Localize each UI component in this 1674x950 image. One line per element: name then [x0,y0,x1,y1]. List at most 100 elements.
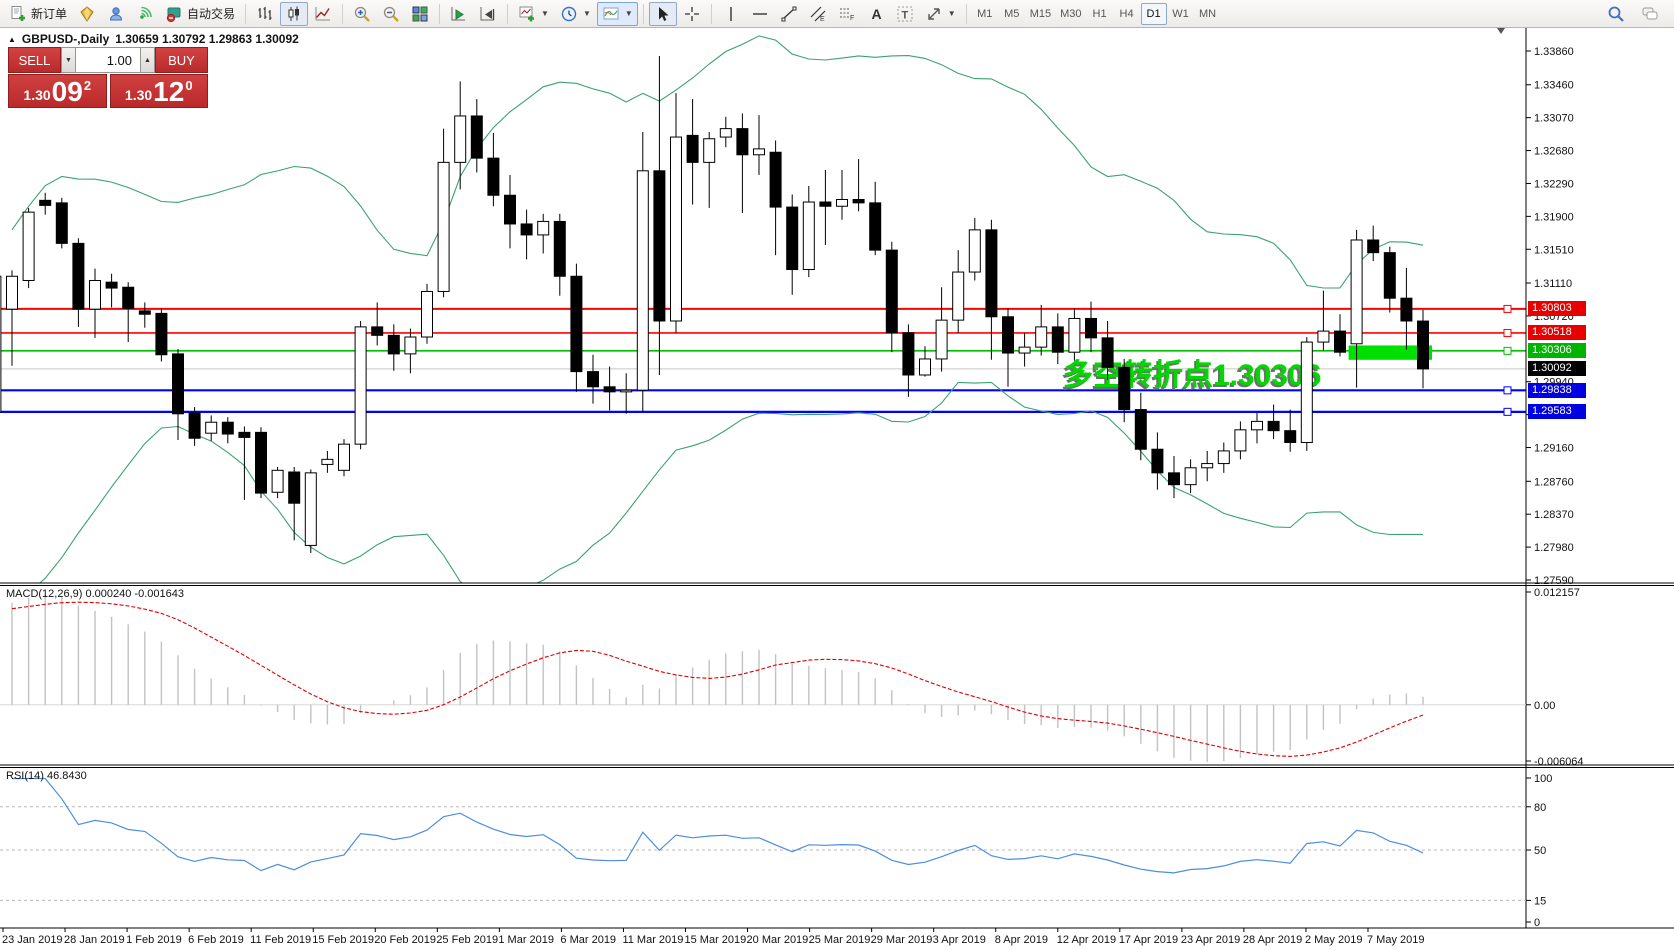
candle-body [72,242,85,310]
candle-body [354,326,367,445]
green-highlight-box[interactable] [1348,345,1432,360]
candle-chart-button[interactable] [280,1,309,26]
annotation-text[interactable]: 多空转折点1.30306 多空转折点1.30306 [1061,359,1321,394]
axis-tick-label: 1.27980 [1534,542,1574,554]
trendline-button[interactable] [775,2,803,26]
candle-body [404,336,417,355]
candles-icon [288,6,300,21]
panel-separators[interactable] [0,28,1674,929]
volume-increase-button[interactable]: ▲ [140,47,155,73]
buy-button[interactable]: BUY [155,47,208,73]
timeframe-mn-button[interactable]: MN [1198,7,1217,20]
text-label-button[interactable]: T [891,2,919,26]
arrows-icon [928,7,940,20]
timeframe-m1-button[interactable]: M1 [977,7,993,20]
candle-body [387,334,400,355]
bollinger-upper-band [11,35,1424,289]
text-button[interactable]: A [862,2,890,26]
candle-body [703,138,716,163]
candle-body [205,421,218,434]
price-axis[interactable]: 1.33860 1.33460 1.33070 1.32680 1.32290 1.319… [1526,46,1584,929]
zoom-in-button[interactable] [348,2,376,26]
dropdown-caret-icon: ▼ [541,9,549,18]
chart-title: ▲ GBPUSD-,Daily 1.30659 1.30792 1.29863 … [8,32,299,46]
timeframe-m5-button[interactable]: M5 [1004,7,1020,20]
horizontal-line-button[interactable] [746,2,774,26]
candle-body [587,371,599,388]
auto-scroll-button[interactable] [445,2,473,26]
equidistant-channel-button[interactable]: E [804,2,832,26]
drawn-objects[interactable] [0,304,1526,416]
candle-body [1383,252,1396,299]
toolbar-separator [965,3,967,24]
sell-price-display[interactable]: 1.30 09 2 [8,74,107,108]
sell-button[interactable]: SELL [8,47,61,73]
templates-button[interactable]: ▼ [596,1,638,26]
bar-chart-button[interactable] [251,2,279,26]
axis-tick-label: 1.31510 [1534,244,1574,256]
candle-body [1101,337,1114,368]
timeframe-h1-button[interactable]: H1 [1092,7,1107,20]
autotrading-button-label: 自动交易 [187,7,236,21]
line-handle[interactable] [1503,328,1512,337]
chart-shift-marker[interactable] [1497,28,1505,34]
arrows-button[interactable]: ▼ [920,2,961,26]
line-handle[interactable] [1503,386,1512,395]
periods-button[interactable]: ▼ [555,2,596,26]
price-marker-1.30803: 1.30803 [1528,301,1586,317]
timeframe-m15-button[interactable]: M15 [1029,7,1052,20]
tile-windows-button[interactable] [406,2,434,26]
svg-text:T: T [901,9,908,21]
zoom-out-button[interactable] [377,2,405,26]
line-handle[interactable] [1503,304,1512,313]
zoom-out-icon [383,6,399,22]
signals-button[interactable] [131,2,159,26]
virtual-hosting-button[interactable] [102,2,130,26]
timeframe-w1-button[interactable]: W1 [1172,7,1189,20]
candle-body [620,389,633,393]
new-order-button[interactable]: 新订单 [4,2,72,26]
buy-price-pip: 0 [185,78,193,93]
candle-body [1035,326,1048,348]
candle-body [653,170,666,322]
timeframe-d1-button[interactable]: D1 [1140,2,1167,25]
crosshair-icon [684,6,699,21]
chart-shift-button[interactable] [474,2,502,26]
text-a-icon: A [871,6,881,22]
volume-input[interactable]: 1.00 [76,47,140,73]
candle-body [55,202,68,244]
candle-body [919,358,931,376]
signal-icon [140,6,152,19]
axis-tick-label: 23 Apr 2019 [1181,934,1240,946]
mql5-market-button[interactable] [73,2,101,26]
candle-body [470,115,483,159]
line-handle[interactable] [1503,407,1512,416]
line-handle[interactable] [1503,346,1512,355]
time-axis[interactable]: 23 Jan 2019 28 Jan 2019 1 Feb 2019 6 Feb 20… [2,928,1424,946]
fibonacci-button[interactable]: F [833,2,861,26]
collapse-one-click-icon[interactable]: ▲ [8,34,16,44]
candle-body [1400,297,1413,322]
cursor-button[interactable] [648,1,677,26]
macd-signal-line [11,601,1424,757]
crosshair-button[interactable] [678,2,706,26]
channel-icon: E [810,6,826,23]
autotrading-button[interactable]: 自动交易 [160,2,240,26]
chat-button[interactable] [1636,2,1664,26]
new-chart-button[interactable]: ▼ [513,2,554,26]
vertical-line-button[interactable] [717,2,745,26]
macd-indicator [0,594,1526,762]
candle-body [786,206,799,271]
axis-tick-label: 15 Feb 2019 [312,934,374,946]
volume-decrease-button[interactable]: ▼ [61,47,76,73]
chart-area[interactable]: 多空转折点1.30306 多空转折点1.30306 1.33860 1.33460… [0,28,1674,950]
timeframe-h4-button[interactable]: H4 [1119,7,1134,20]
candle-body [670,136,682,322]
search-button[interactable] [1602,2,1630,26]
buy-price-display[interactable]: 1.30 12 0 [109,74,208,108]
line-chart-button[interactable] [309,2,337,26]
candle-body [1085,317,1097,339]
timeframe-m30-button[interactable]: M30 [1060,7,1082,20]
candle-body [603,386,616,393]
candle-body [437,161,450,292]
